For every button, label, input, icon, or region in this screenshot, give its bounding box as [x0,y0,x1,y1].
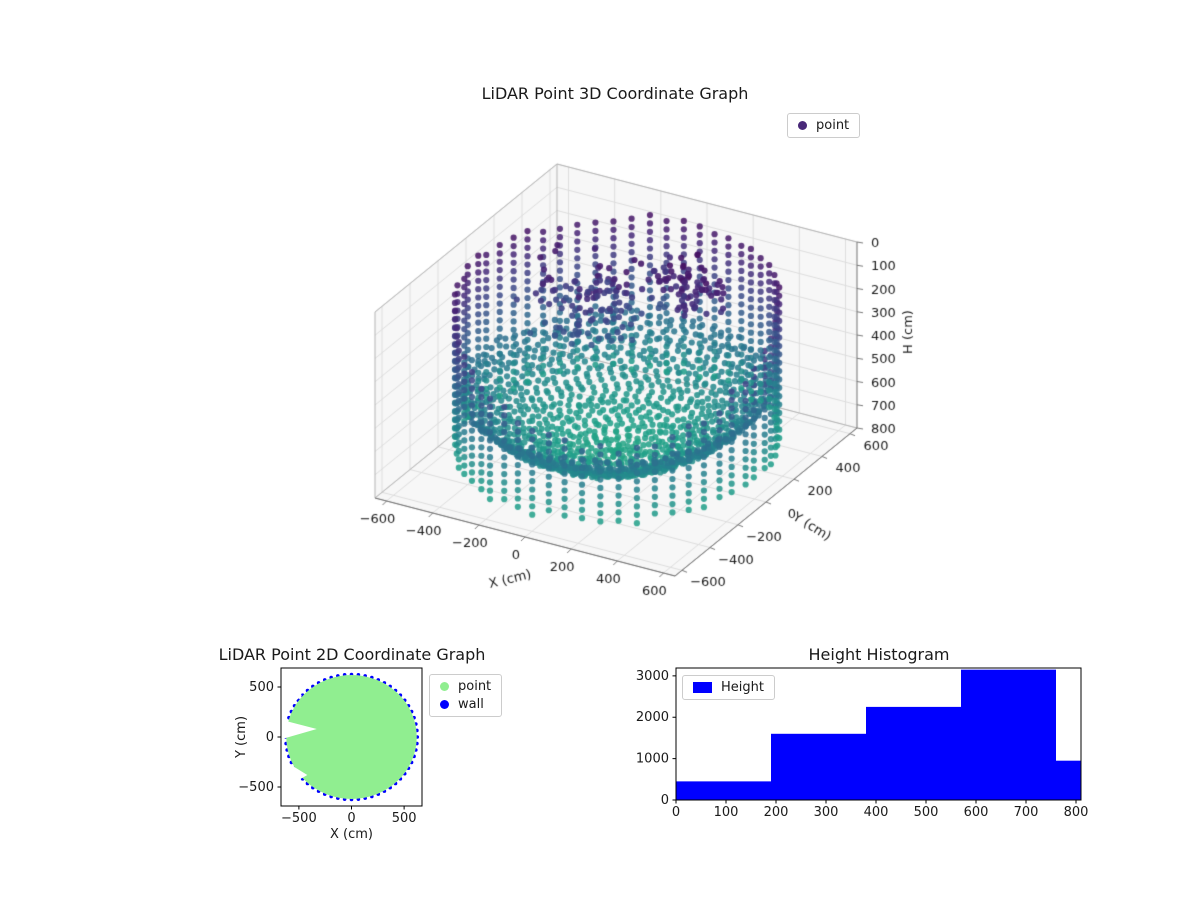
svg-text:−500: −500 [281,811,317,826]
plot3d-legend: point [787,113,861,138]
svg-text:800: 800 [1064,805,1089,820]
svg-text:X (cm): X (cm) [330,827,373,842]
svg-text:500: 500 [392,811,417,826]
legend-label-wall: wall [458,697,484,712]
histogram-title: Height Histogram [808,645,950,664]
point-marker-icon [440,682,449,691]
lidar-2d-plot-area [282,672,420,802]
point-marker-icon [798,121,807,130]
histogram-legend: Height [682,675,775,700]
svg-text:0: 0 [661,793,669,808]
svg-text:700: 700 [1014,805,1039,820]
legend-entry-point: point [798,118,849,133]
svg-text:Y (cm): Y (cm) [234,716,249,759]
plot2d-title: LiDAR Point 2D Coordinate Graph [218,645,486,664]
svg-text:1000: 1000 [636,752,669,767]
svg-text:−500: −500 [238,780,274,795]
legend-entry-height: Height [693,680,764,695]
svg-text:400: 400 [864,805,889,820]
legend-entry-point: point [440,679,491,694]
svg-text:600: 600 [964,805,989,820]
svg-text:200: 200 [764,805,789,820]
legend-label-height: Height [721,680,764,695]
svg-text:0: 0 [347,811,355,826]
plot2d-legend: point wall [429,674,503,717]
legend-label-point: point [816,118,850,133]
legend-label-point: point [458,679,492,694]
svg-text:500: 500 [914,805,939,820]
svg-text:0: 0 [266,730,274,745]
height-patch-icon [693,682,712,693]
svg-text:300: 300 [814,805,839,820]
histogram-plot-area [676,669,1081,800]
plot3d-title: LiDAR Point 3D Coordinate Graph [481,84,749,103]
legend-entry-wall: wall [440,697,491,712]
svg-text:3000: 3000 [636,669,669,684]
svg-text:100: 100 [714,805,739,820]
svg-text:500: 500 [249,680,274,695]
wall-marker-icon [440,700,449,709]
svg-text:0: 0 [672,805,680,820]
svg-text:2000: 2000 [636,710,669,725]
